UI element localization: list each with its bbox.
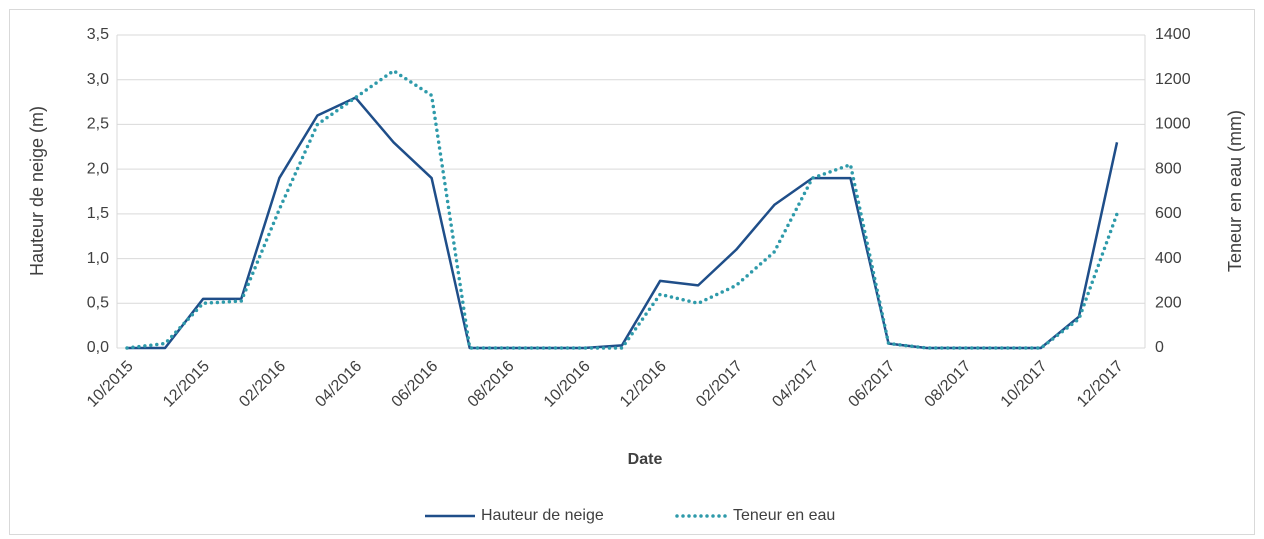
y-tick-label: 0,0 xyxy=(87,339,109,356)
y2-tick-label: 600 xyxy=(1155,205,1182,222)
x-tick-label: 10/2015 xyxy=(84,358,137,411)
x-tick-label: 02/2016 xyxy=(236,358,289,411)
y2-tick-label: 1000 xyxy=(1155,116,1191,133)
y2-axis-label: Teneur en eau (mm) xyxy=(1225,110,1245,272)
series-line xyxy=(125,69,1119,350)
series-line xyxy=(127,96,1119,350)
y2-tick-label: 1200 xyxy=(1155,71,1191,88)
x-tick-label: 08/2016 xyxy=(465,358,518,411)
y-tick-label: 1,5 xyxy=(87,205,109,222)
legend-label: Hauteur de neige xyxy=(481,507,604,524)
y-tick-label: 0,5 xyxy=(87,295,109,312)
x-tick-label: 12/2016 xyxy=(617,358,670,411)
y2-tick-label: 200 xyxy=(1155,295,1182,312)
y-tick-label: 3,0 xyxy=(87,71,109,88)
x-tick-label: 04/2017 xyxy=(769,358,822,411)
y2-tick-label: 400 xyxy=(1155,250,1182,267)
y2-tick-label: 0 xyxy=(1155,339,1164,356)
y2-tick-label: 800 xyxy=(1155,160,1182,177)
y-tick-label: 2,5 xyxy=(87,116,109,133)
x-tick-label: 08/2017 xyxy=(922,358,975,411)
x-tick-label: 10/2017 xyxy=(998,358,1051,411)
x-tick-label: 12/2015 xyxy=(160,358,213,411)
legend-label: Teneur en eau xyxy=(733,507,835,524)
chart-border xyxy=(9,9,1255,535)
x-tick-label: 02/2017 xyxy=(693,358,746,411)
y-tick-label: 3,5 xyxy=(87,26,109,43)
x-tick-label: 04/2016 xyxy=(312,358,365,411)
x-tick-label: 12/2017 xyxy=(1074,358,1127,411)
y-axis-label: Hauteur de neige (m) xyxy=(27,106,47,276)
x-tick-label: 06/2016 xyxy=(389,358,442,411)
y-tick-label: 1,0 xyxy=(87,250,109,267)
y-tick-label: 2,0 xyxy=(87,160,109,177)
x-tick-label: 10/2016 xyxy=(541,358,594,411)
y2-tick-label: 1400 xyxy=(1155,26,1191,43)
x-tick-label: 06/2017 xyxy=(845,358,898,411)
x-axis-label: Date xyxy=(628,451,663,468)
